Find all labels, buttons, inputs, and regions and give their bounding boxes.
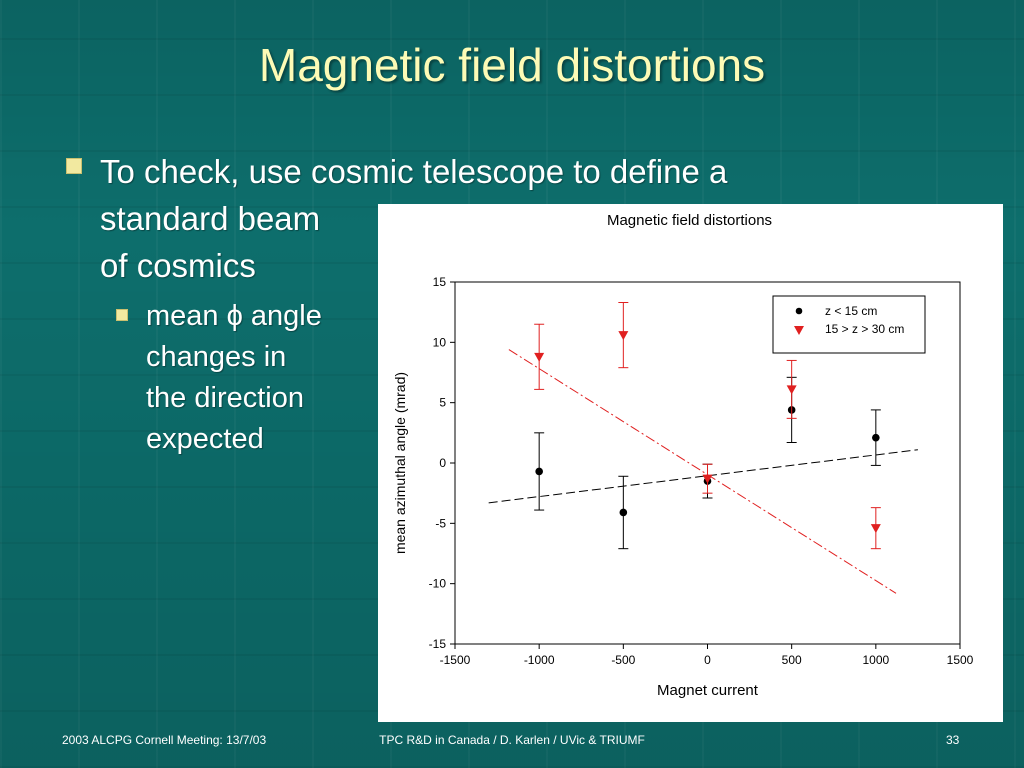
data-point-series-1	[872, 433, 880, 442]
bullet-level1-line: To check, use cosmic telescope to define…	[100, 153, 728, 190]
bullet-level2-line: the direction	[146, 382, 304, 414]
x-tick-label: -1500	[440, 653, 471, 667]
data-point-series-1	[535, 467, 543, 476]
x-tick-label: 1500	[947, 653, 974, 667]
bullet-level2-line: mean ϕ angle	[146, 300, 322, 332]
bullet-level2-text: mean ϕ angle changes in the direction ex…	[146, 296, 376, 460]
y-tick-label: -5	[435, 516, 446, 530]
chart-title: Magnetic field distortions	[607, 212, 772, 229]
data-point-series-2	[702, 474, 713, 484]
x-tick-label: -1000	[524, 653, 555, 667]
legend-label: z < 15 cm	[825, 304, 877, 318]
bullet-level1-line: of cosmics	[100, 247, 256, 284]
square-bullet-icon	[66, 158, 82, 174]
bullet-level1-text: To check, use cosmic telescope to define…	[100, 148, 728, 289]
y-tick-label: 5	[439, 396, 446, 410]
data-point-series-1	[619, 508, 628, 517]
y-tick-label: 0	[439, 456, 446, 470]
y-tick-label: -15	[429, 637, 447, 651]
footer-left: 2003 ALCPG Cornell Meeting: 13/7/03	[62, 733, 267, 747]
x-tick-label: 1000	[862, 653, 889, 667]
bullet-level1-line: standard beam	[100, 200, 321, 237]
x-axis-label: Magnet current	[657, 682, 759, 699]
square-bullet-icon	[116, 309, 128, 321]
data-point-series-2	[618, 331, 629, 341]
y-tick-label: 10	[433, 335, 447, 349]
chart-container: Magnetic field distortions -1500 -1000 -500…	[378, 204, 1003, 722]
data-point-series-2	[534, 352, 545, 362]
legend-marker-triangle	[794, 326, 804, 335]
data-point-series-2	[870, 524, 881, 534]
x-tick-label: -500	[611, 653, 635, 667]
bullet-level2-line: changes in	[146, 341, 287, 373]
x-tick-label: 500	[782, 653, 802, 667]
legend-box	[772, 295, 926, 354]
bullet-level2-line: expected	[146, 423, 264, 455]
chart: Magnetic field distortions-1500 -1000 -500…	[392, 212, 974, 699]
fit-line-series-2	[508, 349, 897, 594]
fit-line-series-1	[488, 449, 918, 504]
footer-center: TPC R&D in Canada / D. Karlen / UVic & T…	[379, 733, 645, 747]
legend-marker-circle	[795, 307, 803, 315]
x-tick-label: 0	[704, 653, 711, 667]
legend-label: 15 > z > 30 cm	[825, 322, 904, 336]
data-point-series-2	[786, 385, 797, 395]
footer-page-number: 33	[946, 733, 960, 747]
y-tick-label: 15	[433, 275, 447, 289]
y-tick-label: -10	[429, 577, 447, 591]
slide-title: Magnetic field distortions	[258, 39, 766, 91]
y-axis-label: mean azimuthal angle (mrad)	[392, 372, 408, 554]
